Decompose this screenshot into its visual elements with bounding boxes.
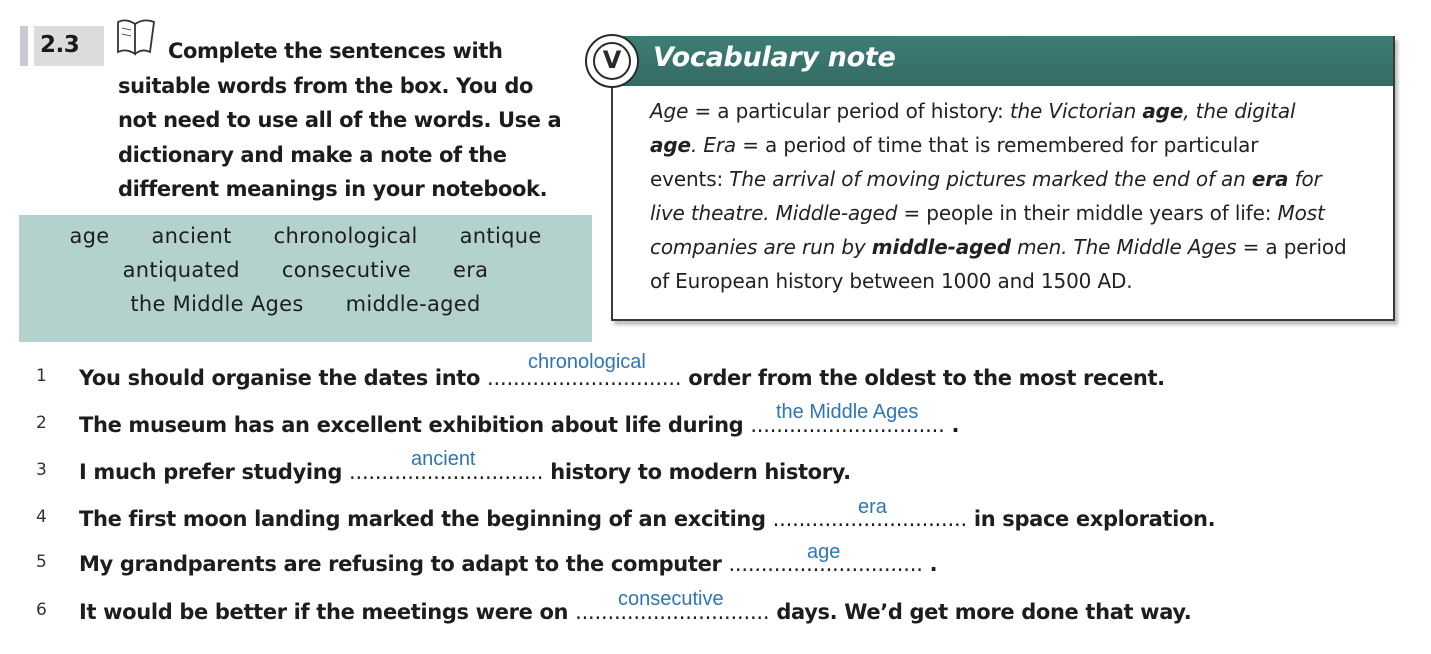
sentence-number: 2 [36, 413, 47, 433]
word-option: age [69, 224, 110, 248]
filled-answer: era [858, 496, 887, 518]
vocabulary-note-header: Vocabulary note [613, 36, 1393, 86]
word-option: antiquated [122, 258, 240, 282]
note-line: Age = a particular period of history: th… [650, 99, 1296, 123]
sentence-text: The museum has an excellent exhibition a… [79, 413, 960, 437]
word-option: chronological [273, 224, 418, 248]
answer-blank[interactable]: .............................. [349, 460, 544, 484]
answer-blank[interactable]: .............................. [750, 413, 945, 437]
word-box-line-1: age ancient chronological antique [19, 224, 592, 248]
open-book-icon [117, 19, 155, 56]
exercise-number: 2.3 [40, 32, 80, 58]
filled-answer: consecutive [618, 588, 724, 610]
exercise-instruction: Complete the sentences with suitable wor… [118, 39, 562, 201]
answer-blank[interactable]: .............................. [728, 552, 923, 576]
sentence-text: The first moon landing marked the beginn… [79, 507, 1216, 531]
filled-answer: ancient [411, 448, 476, 470]
word-option: antique [459, 224, 542, 248]
vocabulary-v-icon: V [585, 34, 639, 88]
word-option: era [453, 258, 489, 282]
exercise-number-badge [20, 26, 104, 66]
answer-blank[interactable]: .............................. [772, 507, 967, 531]
word-box: age ancient chronological antique antiqu… [19, 215, 592, 342]
word-box-line-3: the Middle Ages middle-aged [19, 292, 592, 316]
sentence-number: 1 [36, 366, 47, 386]
answer-blank[interactable]: .............................. [487, 366, 682, 390]
filled-answer: chronological [528, 351, 646, 373]
word-option: middle-aged [345, 292, 481, 316]
filled-answer: age [807, 541, 841, 563]
filled-answer: the Middle Ages [776, 401, 919, 423]
sentence-text: You should organise the dates into .....… [79, 366, 1165, 390]
word-box-line-2: antiquated consecutive era [19, 258, 592, 282]
sentence-number: 6 [36, 600, 47, 620]
sentence-text: It would be better if the meetings were … [79, 600, 1192, 624]
note-line: age. Era = a period of time that is reme… [650, 133, 1259, 157]
vocabulary-note-body: Age = a particular period of history: th… [650, 94, 1395, 298]
sentence-number: 3 [36, 460, 47, 480]
note-line: companies are run by middle-aged men. Th… [650, 235, 1347, 259]
vocabulary-note-title: Vocabulary note [653, 42, 896, 73]
word-option: ancient [151, 224, 232, 248]
note-line: live theatre. Middle-aged = people in th… [650, 201, 1325, 225]
note-line: of European history between 1000 and 150… [650, 269, 1133, 293]
sentence-number: 5 [36, 552, 47, 572]
vocabulary-note-box: Vocabulary note Age = a particular perio… [611, 36, 1395, 321]
note-line: events: The arrival of moving pictures m… [650, 167, 1322, 191]
answer-blank[interactable]: .............................. [575, 600, 770, 624]
sentence-text: I much prefer studying .................… [79, 460, 851, 484]
word-option: consecutive [281, 258, 412, 282]
sentence-text: My grandparents are refusing to adapt to… [79, 552, 938, 576]
sentence-number: 4 [36, 507, 47, 527]
word-option: the Middle Ages [130, 292, 304, 316]
